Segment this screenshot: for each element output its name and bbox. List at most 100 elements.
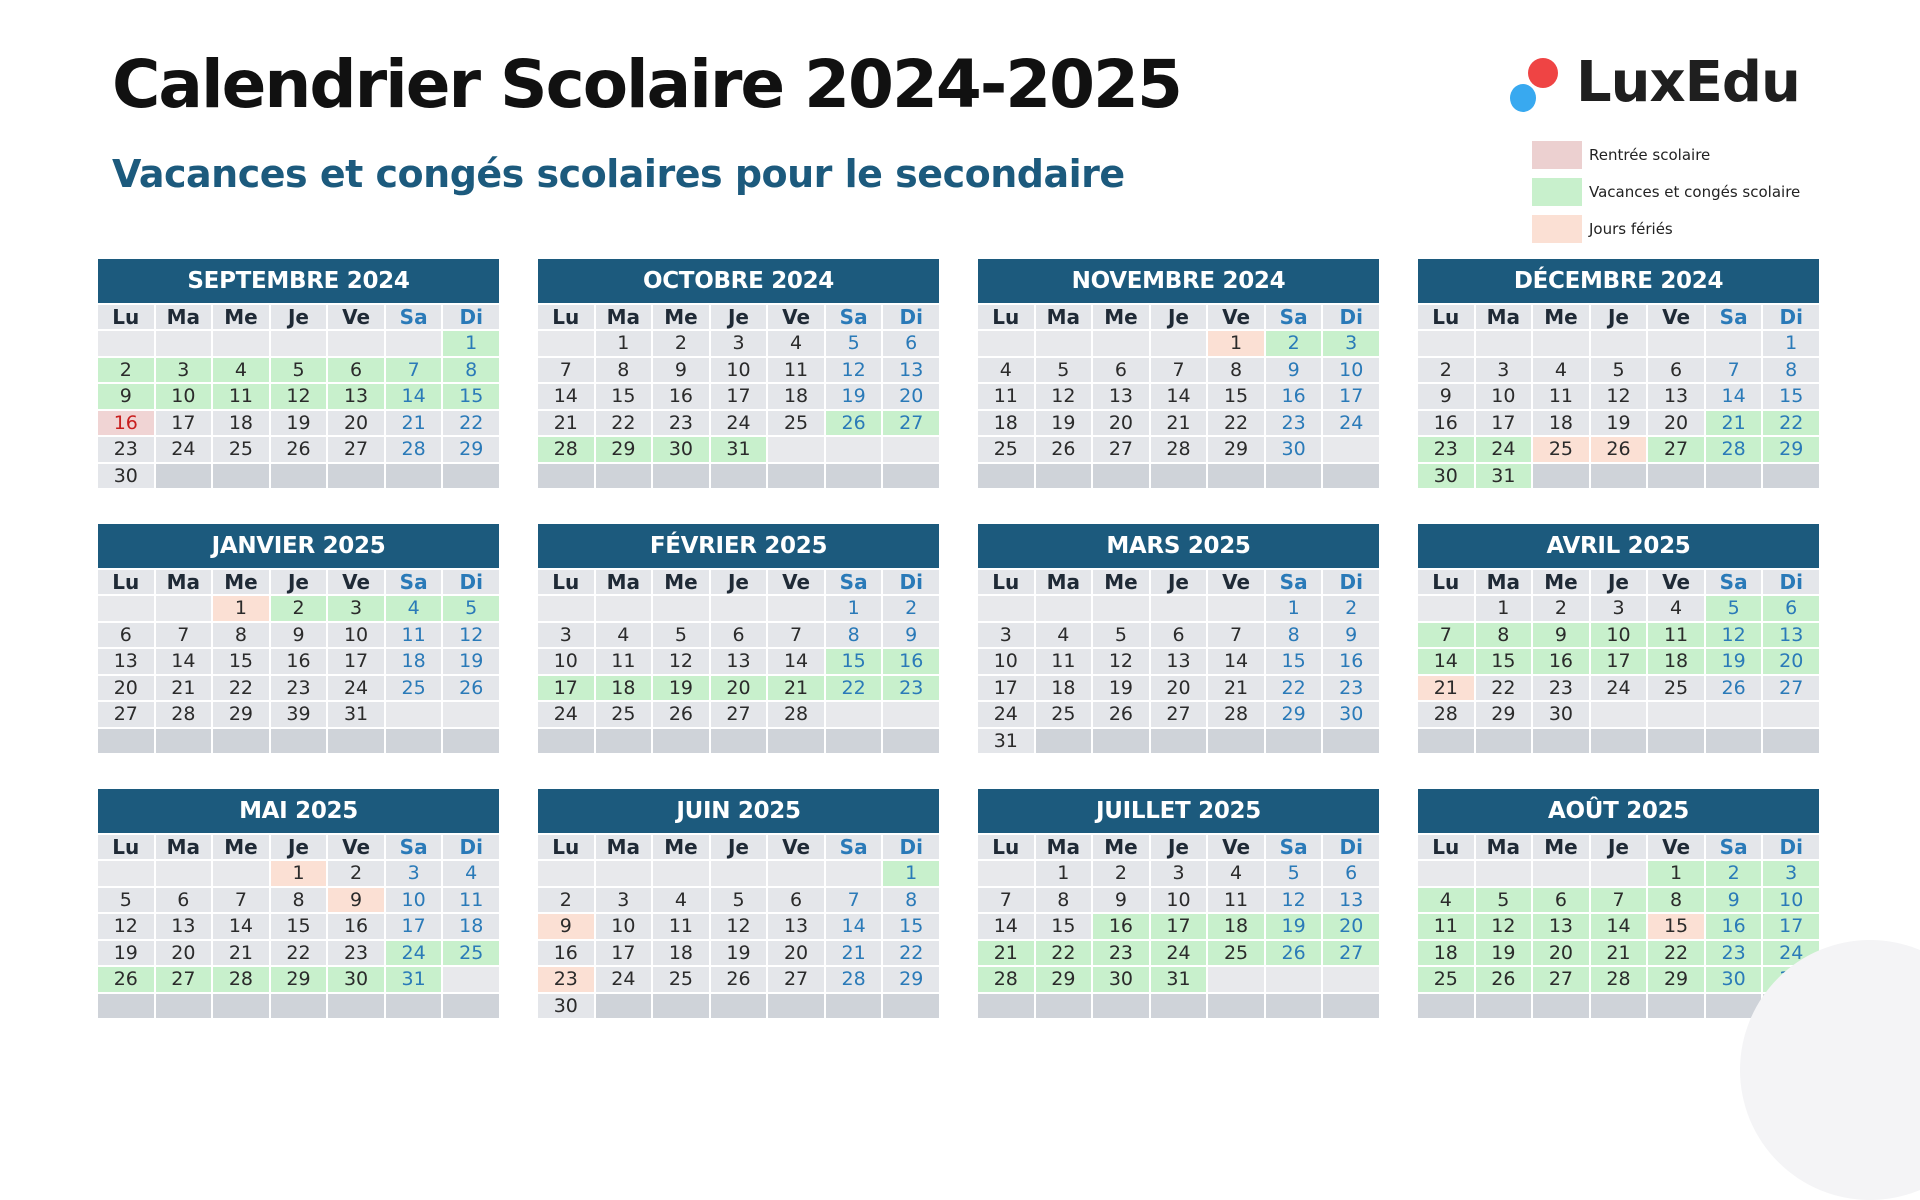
empty-day-cell xyxy=(825,861,882,886)
calendar-day: 18 xyxy=(1208,914,1264,939)
weekday-header: Lu xyxy=(1418,570,1474,594)
calendar-day: 19 xyxy=(270,410,327,435)
weekday-header: Di xyxy=(1323,835,1379,859)
weekday-header: Sa xyxy=(1265,305,1322,329)
calendar-day: 23 xyxy=(1093,940,1149,965)
calendar-day: 11 xyxy=(595,649,652,674)
calendar-day: 1 xyxy=(1035,861,1092,886)
calendar-day: 27 xyxy=(768,967,824,992)
empty-day-cell xyxy=(155,728,212,753)
empty-day-cell xyxy=(1265,967,1322,992)
calendar-day: 27 xyxy=(883,410,939,435)
empty-day-cell xyxy=(653,596,709,621)
calendar-day: 13 xyxy=(1150,649,1207,674)
empty-day-cell xyxy=(825,728,882,753)
empty-day-cell xyxy=(883,993,939,1018)
calendar-day: 22 xyxy=(1035,940,1092,965)
calendar-day: 16 xyxy=(1705,914,1762,939)
calendar-day: 18 xyxy=(443,914,499,939)
calendar-day: 28 xyxy=(1208,702,1264,727)
calendar-day: 1 xyxy=(1265,596,1322,621)
calendar-day: 17 xyxy=(385,914,442,939)
calendar-day: 26 xyxy=(1093,702,1149,727)
weekday-header: Je xyxy=(1590,570,1647,594)
weekday-header: Sa xyxy=(1265,570,1322,594)
calendar-day: 9 xyxy=(538,914,594,939)
calendar-day: 9 xyxy=(1093,887,1149,912)
page-subtitle: Vacances et congés scolaires pour le sec… xyxy=(112,152,1125,196)
calendar-day: 15 xyxy=(1035,914,1092,939)
empty-day-cell xyxy=(768,437,824,462)
calendar-day: 16 xyxy=(1093,914,1149,939)
calendar-day: 20 xyxy=(1648,410,1704,435)
empty-day-cell xyxy=(385,702,442,727)
month-calendar: NOVEMBRE 2024 Lu Ma Me Je Ve Sa Di 1 2 3 4 5 6 7 8 9 10 11… xyxy=(978,259,1379,488)
calendar-day: 39 xyxy=(270,702,327,727)
calendar-day: 2 xyxy=(270,596,327,621)
calendar-day: 21 xyxy=(1418,675,1474,700)
calendar-day: 30 xyxy=(1265,437,1322,462)
empty-day-cell xyxy=(1150,993,1207,1018)
empty-day-cell xyxy=(538,463,594,488)
calendar-day: 8 xyxy=(1763,357,1819,382)
calendar-day: 21 xyxy=(213,940,269,965)
calendar-day: 12 xyxy=(1265,887,1322,912)
empty-day-cell xyxy=(213,331,269,356)
calendar-day: 1 xyxy=(1763,331,1819,356)
empty-day-cell xyxy=(328,331,384,356)
calendar-day: 10 xyxy=(1323,357,1379,382)
empty-day-cell xyxy=(443,967,499,992)
month-days-grid: Lu Ma Me Je Ve Sa Di 1 2 3 4 5 6 7 8 9 10 11 12 13 14 15 16 17 1… xyxy=(98,305,499,488)
calendar-day: 28 xyxy=(825,967,882,992)
calendar-day: 24 xyxy=(1323,410,1379,435)
calendar-day: 20 xyxy=(768,940,824,965)
calendar-day: 23 xyxy=(270,675,327,700)
calendar-day: 28 xyxy=(1705,437,1762,462)
weekday-header: Ve xyxy=(1648,570,1704,594)
calendar-day: 25 xyxy=(1648,675,1704,700)
weekday-header: Lu xyxy=(978,305,1034,329)
weekday-header: Ve xyxy=(1648,835,1704,859)
weekday-header: Ve xyxy=(768,305,824,329)
calendar-day: 31 xyxy=(1475,463,1532,488)
empty-day-cell xyxy=(270,728,327,753)
weekday-header: Me xyxy=(213,305,269,329)
calendar-day: 4 xyxy=(1035,622,1092,647)
empty-day-cell xyxy=(270,331,327,356)
empty-day-cell xyxy=(538,331,594,356)
calendar-day: 24 xyxy=(328,675,384,700)
empty-day-cell xyxy=(155,463,212,488)
calendar-day: 10 xyxy=(595,914,652,939)
calendar-day: 19 xyxy=(1705,649,1762,674)
calendar-day: 4 xyxy=(1208,861,1264,886)
month-days-grid: Lu Ma Me Je Ve Sa Di 1 2 3 4 5 6 7 8 9 10 11 12 13 14 15 16 17 1… xyxy=(978,835,1379,1018)
weekday-header: Di xyxy=(883,305,939,329)
calendar-day: 19 xyxy=(1475,940,1532,965)
calendar-day: 9 xyxy=(1705,887,1762,912)
calendar-day: 8 xyxy=(1208,357,1264,382)
empty-day-cell xyxy=(1533,463,1589,488)
empty-day-cell xyxy=(1035,993,1092,1018)
calendar-day: 8 xyxy=(1648,887,1704,912)
calendar-day: 10 xyxy=(1150,887,1207,912)
calendar-day: 26 xyxy=(1035,437,1092,462)
empty-day-cell xyxy=(1035,596,1092,621)
calendar-day: 17 xyxy=(538,675,594,700)
calendar-day: 6 xyxy=(710,622,767,647)
calendar-day: 14 xyxy=(825,914,882,939)
calendar-day: 21 xyxy=(1705,410,1762,435)
empty-day-cell xyxy=(1475,993,1532,1018)
calendar-day: 18 xyxy=(1648,649,1704,674)
empty-day-cell xyxy=(98,728,154,753)
empty-day-cell xyxy=(1265,728,1322,753)
calendar-day: 26 xyxy=(825,410,882,435)
empty-day-cell xyxy=(1705,463,1762,488)
calendar-day: 3 xyxy=(155,357,212,382)
empty-day-cell xyxy=(595,861,652,886)
calendar-day: 7 xyxy=(213,887,269,912)
month-title: SEPTEMBRE 2024 xyxy=(98,259,499,303)
calendar-day: 24 xyxy=(1475,437,1532,462)
weekday-header: Di xyxy=(1763,570,1819,594)
calendar-day: 10 xyxy=(328,622,384,647)
calendar-day: 17 xyxy=(710,384,767,409)
